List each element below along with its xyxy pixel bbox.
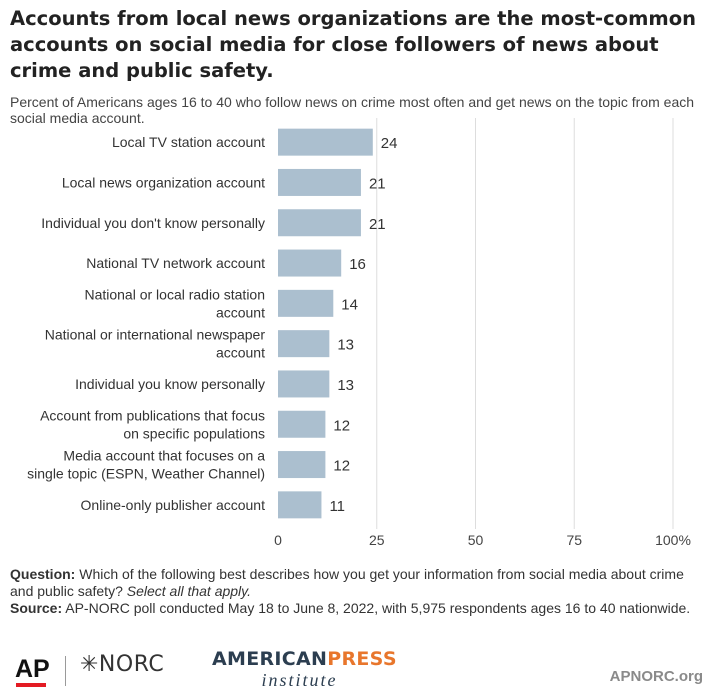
source-label: Source: [10, 600, 63, 616]
source-note: Source: AP-NORC poll conducted May 18 to… [10, 600, 705, 617]
category-label: National or international newspaper accou… [45, 327, 266, 361]
api-logo-press: PRESS [327, 648, 397, 670]
bar-value-label: 21 [369, 216, 386, 233]
bars: 24 21 21 16 14 13 13 12 12 11 [278, 128, 398, 519]
bar-chart: 24 21 21 16 14 13 13 12 12 11 Local TV station ac… [27, 118, 691, 548]
bar-value-label: 12 [333, 458, 350, 475]
ap-logo: AP [15, 655, 49, 687]
api-logo-american: AMERICAN [212, 648, 328, 670]
bar-value-label: 14 [341, 296, 358, 313]
x-tick-label: 25 [369, 532, 385, 548]
question-text: Which of the following best describes ho… [10, 566, 684, 599]
category-label: Media account that focuses on a single to… [27, 448, 265, 482]
bar [278, 451, 326, 479]
bar-value-label: 24 [381, 135, 398, 152]
x-tick-label: 0 [274, 532, 282, 548]
bar-value-label: 12 [333, 417, 350, 434]
chart-title: Accounts from local news organizations a… [10, 7, 696, 82]
x-tick-label: 100% [655, 532, 691, 548]
american-press-institute-logo: AMERICANPRESS institute [212, 648, 397, 690]
bar [278, 249, 342, 277]
source-text: AP-NORC poll conducted May 18 to June 8,… [65, 600, 691, 616]
bar-value-label: 13 [337, 337, 354, 354]
bar-value-label: 16 [349, 256, 366, 273]
logo-divider [65, 656, 66, 686]
category-label: Local TV station account [112, 134, 265, 150]
x-tick-label: 50 [468, 532, 484, 548]
bar [278, 168, 361, 196]
question-label: Question: [10, 566, 76, 582]
bar-value-label: 21 [369, 175, 386, 192]
category-label: Individual you know personally [75, 376, 265, 392]
chart-subtitle: Percent of Americans ages 16 to 40 who f… [10, 94, 695, 126]
bar [278, 330, 330, 358]
bar [278, 128, 373, 156]
category-labels: Local TV station account Local news organ… [27, 134, 265, 513]
api-logo-institute: institute [261, 670, 338, 690]
question-note: Question: Which of the following best de… [10, 566, 705, 600]
category-label: Account from publications that focus on s… [40, 407, 265, 441]
svg-text:AP: AP [15, 655, 49, 683]
category-label: Individual you don't know personally [41, 215, 265, 231]
bar [278, 491, 322, 519]
norc-logo: ✳NORC [80, 652, 165, 677]
bar [278, 289, 334, 317]
bar [278, 370, 330, 398]
axis-ticks: 0 25 50 75 100% [274, 532, 691, 548]
grid-lines [376, 118, 674, 529]
site-url: APNORC.org [609, 668, 703, 685]
chart-notes: Question: Which of the following best de… [10, 566, 705, 617]
category-label: Online-only publisher account [81, 497, 266, 513]
bar [278, 410, 326, 438]
bar-value-label: 13 [337, 377, 354, 394]
bar-value-label: 11 [329, 498, 345, 515]
bar [278, 209, 361, 237]
category-label: Local news organization account [62, 174, 265, 190]
x-tick-label: 75 [566, 532, 582, 548]
question-instruction: Select all that apply. [126, 583, 252, 599]
category-label: National TV network account [86, 255, 265, 271]
category-label: National or local radio station account [84, 286, 265, 320]
